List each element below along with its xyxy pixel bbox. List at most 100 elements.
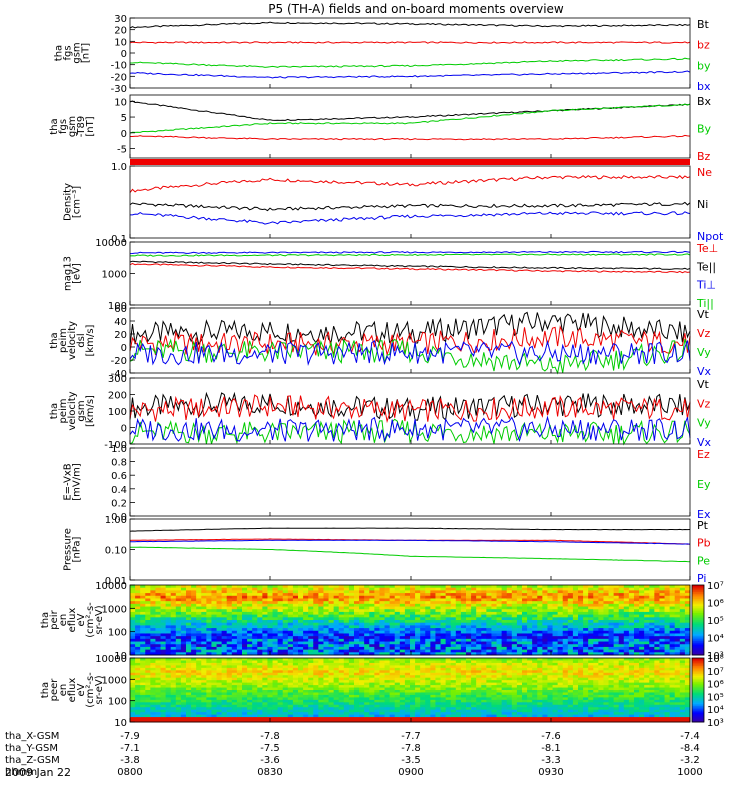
spectrogram-cell	[323, 646, 330, 651]
spectrogram-cell	[654, 606, 660, 610]
spectrogram-cell	[613, 620, 620, 624]
spectrogram-cell	[343, 690, 350, 693]
spectrogram-cell	[593, 646, 599, 651]
spectrogram-cell	[455, 630, 462, 634]
spectrogram-cell	[175, 709, 182, 713]
y-tick-label: 0	[121, 343, 127, 354]
spectrogram-cell	[211, 636, 218, 640]
colorbar-step	[692, 634, 704, 637]
spectrogram-cell	[430, 680, 436, 684]
spectrogram-cell	[272, 658, 279, 661]
spectrogram-cell	[221, 677, 228, 681]
spectrogram-cell	[516, 587, 523, 591]
spectrogram-cell	[399, 617, 406, 621]
spectrogram-cell	[277, 680, 284, 684]
spectrogram-cell	[354, 630, 360, 634]
spectrogram-cell	[287, 641, 294, 645]
spectrogram-cell	[186, 717, 192, 721]
spectrogram-cell	[287, 633, 294, 637]
spectrogram-cell	[343, 603, 350, 608]
spectrogram-cell	[338, 649, 345, 653]
spectrogram-cell	[247, 614, 253, 618]
spectrogram-cell	[399, 603, 406, 608]
spectrogram-cell	[425, 630, 431, 634]
spectrogram-cell	[522, 636, 528, 640]
spectrogram-cell	[267, 614, 274, 618]
spectrogram-cell	[404, 685, 411, 689]
spectrogram-cell	[130, 694, 136, 698]
spectrogram-cell	[374, 649, 380, 653]
spectrogram-cell	[170, 593, 177, 597]
spectrogram-cell	[201, 707, 207, 711]
spectrogram-cell	[369, 601, 375, 605]
spectrogram-cell	[481, 620, 487, 624]
spectrogram-cell	[196, 709, 202, 713]
spectrogram-cell	[430, 712, 436, 716]
spectrogram-cell	[236, 658, 243, 661]
spectrogram-cell	[450, 658, 457, 661]
spectrogram-cell	[292, 660, 299, 664]
spectrogram-cell	[308, 719, 314, 723]
spectrogram-cell	[415, 707, 421, 711]
spectrogram-cell	[323, 712, 330, 716]
spectrogram-cell	[562, 593, 569, 597]
spectrogram-cell	[511, 641, 518, 645]
spectrogram-cell	[130, 644, 136, 648]
spectrogram-cell	[654, 644, 660, 648]
spectrogram-cell	[338, 707, 345, 711]
spectrogram-cell	[496, 633, 503, 637]
spectrogram-cell	[639, 609, 645, 613]
spectrogram-cell	[374, 614, 380, 618]
spectrogram-cell	[180, 620, 187, 624]
spectrogram-cell	[196, 641, 202, 645]
spectrogram-cell	[481, 685, 487, 689]
spectrogram-cell	[644, 611, 650, 616]
spectrogram-cell	[476, 714, 482, 718]
spectrogram-cell	[262, 636, 268, 640]
spectrogram-cell	[338, 677, 345, 681]
spectrogram-cell	[318, 617, 324, 621]
spectrogram-cell	[145, 665, 151, 669]
spectrogram-cell	[399, 590, 406, 594]
spectrogram-cell	[303, 630, 309, 634]
spectrogram-cell	[664, 620, 671, 624]
spectrogram-cell	[231, 609, 238, 613]
spectrogram-cell	[527, 636, 533, 640]
spectrogram-cell	[135, 614, 141, 618]
spectrogram-cell	[313, 662, 319, 666]
spectrogram-cell	[298, 601, 304, 605]
spectrogram-cell	[440, 692, 447, 696]
series-line-Vy	[129, 418, 691, 446]
spectrogram-cell	[435, 685, 442, 689]
spectrogram-cell	[140, 667, 146, 671]
spectrogram-cell	[216, 714, 223, 718]
spectrogram-cell	[455, 611, 462, 616]
spectrogram-cell	[196, 712, 202, 716]
spectrogram-cell	[165, 614, 172, 618]
spectrogram-cell	[206, 590, 212, 594]
spectrogram-cell	[445, 697, 452, 701]
spectrogram-cell	[410, 641, 416, 645]
spectrogram-cell	[252, 598, 258, 602]
spectrogram-cell	[404, 593, 411, 597]
spectrogram-cell	[664, 614, 671, 618]
spectrogram-cell	[130, 598, 136, 602]
spectrogram-cell	[460, 672, 467, 676]
spectrogram-cell	[578, 652, 584, 656]
spectrogram-cell	[379, 719, 386, 723]
spectrogram-cell	[150, 682, 156, 686]
spectrogram-cell	[649, 617, 655, 621]
spectrogram-cell	[476, 628, 482, 632]
spectrogram-cell	[623, 652, 630, 656]
spectrogram-cell	[303, 585, 309, 589]
spectrogram-cell	[287, 719, 294, 723]
colorbar-step	[692, 595, 704, 598]
spectrogram-cell	[318, 603, 324, 608]
spectrogram-cell	[303, 644, 309, 648]
spectrogram-cell	[578, 601, 584, 605]
spectrogram-cell	[231, 585, 238, 589]
spectrogram-cell	[231, 620, 238, 624]
spectrogram-cell	[425, 687, 431, 691]
spectrogram-cell	[216, 630, 223, 634]
spectrogram-cell	[186, 593, 192, 597]
